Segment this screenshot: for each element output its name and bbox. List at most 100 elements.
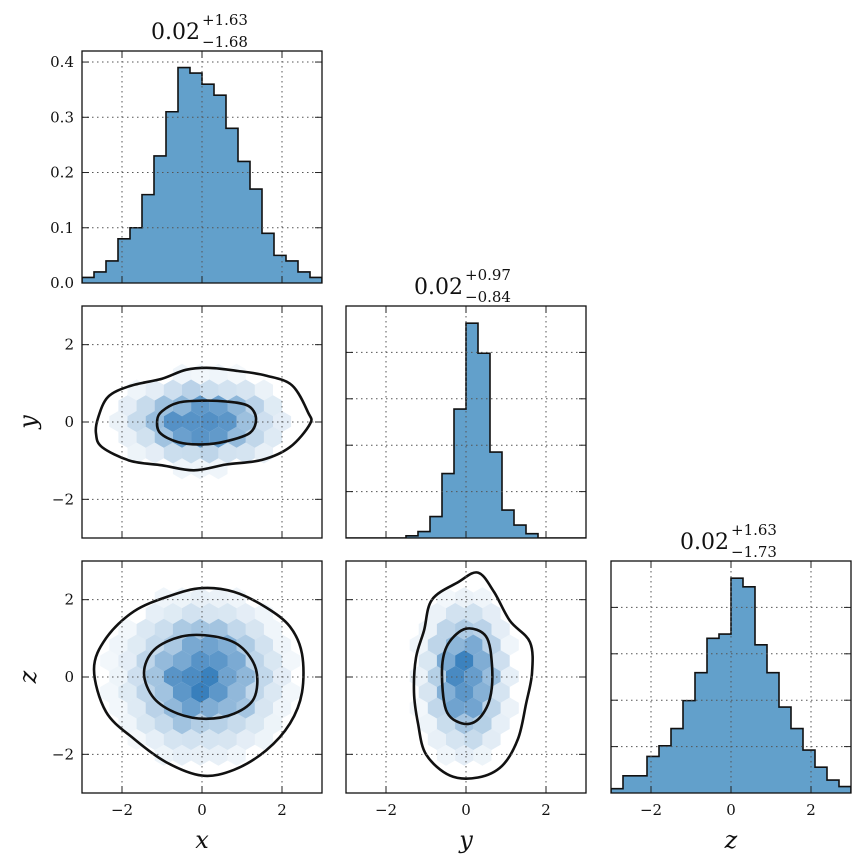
y-axis-label-left: y (14, 415, 42, 430)
hex-bin (436, 744, 456, 766)
hex-bin (209, 587, 228, 609)
title-x-minus: −1.68 (202, 33, 248, 51)
hist-bar (815, 767, 827, 793)
hex-bin (436, 618, 456, 640)
hex-bin (227, 618, 246, 640)
hist-bar (647, 756, 659, 793)
hex-bin (263, 650, 283, 672)
contour-inner (142, 633, 259, 721)
hist-bar (298, 271, 310, 283)
hex-bin (145, 603, 164, 624)
y-tick-label: 0.1 (50, 219, 74, 237)
title-z-median: 0.02 (680, 530, 729, 555)
hex-bin (191, 650, 210, 672)
hist-bar (779, 707, 791, 793)
hex-bin (245, 395, 264, 417)
hex-bin (200, 666, 219, 687)
hex-bin (172, 713, 192, 735)
hex-bin (263, 681, 283, 703)
hex-bin (482, 729, 501, 750)
hex-bin (245, 618, 264, 640)
hex-bin (446, 666, 465, 687)
hex-bin (446, 697, 465, 719)
title-x-plus: +1.63 (202, 11, 248, 29)
hex-bin (127, 666, 146, 687)
hex-bin (200, 729, 219, 750)
hex-bin (446, 729, 465, 750)
y-tick-label: 0.0 (50, 274, 74, 292)
hex-bin (455, 650, 474, 672)
x-tick-label: 2 (277, 801, 287, 819)
contour-outer (94, 366, 313, 472)
hex-bin (154, 395, 173, 417)
hex-bin (182, 379, 201, 401)
hex-bin (182, 603, 201, 624)
hist-bar (226, 128, 238, 283)
hex-bin (136, 713, 155, 735)
hex-bin (227, 681, 246, 703)
hex-bin (100, 681, 119, 703)
hex-bin (182, 729, 201, 750)
hex-bin (118, 426, 137, 448)
hist-bar (310, 277, 322, 283)
hex-bin (182, 666, 201, 687)
hex-bin (491, 618, 510, 640)
hist-x: 0.0 0.1 0.2 0.3 0.4 (50, 50, 323, 292)
hex-bin (218, 442, 237, 464)
hex-bin (200, 697, 219, 719)
hist-bar (683, 700, 695, 793)
x-tick-label: 0 (461, 801, 471, 819)
hex-bin (136, 426, 155, 448)
hex-bin (154, 744, 173, 766)
hex-bin (254, 697, 273, 719)
y-tick-label: −2 (52, 745, 74, 763)
hist-y-content (346, 322, 586, 538)
hist-bar (106, 260, 118, 283)
hist-bar (166, 111, 178, 283)
hist-bar (142, 194, 154, 283)
hex-bin (191, 426, 210, 448)
x-tick-label: −2 (640, 801, 662, 819)
hist-bar (190, 73, 202, 283)
hex-bin (464, 729, 483, 750)
hex-bin (427, 634, 446, 656)
hex-bin (427, 697, 446, 719)
hex-bin (182, 634, 201, 656)
hex-bin (263, 713, 283, 735)
hex-bin (163, 379, 182, 401)
hex-bin (218, 634, 237, 656)
hex-bin (172, 650, 192, 672)
hist-bar (286, 260, 298, 283)
hex-bin (145, 666, 164, 687)
hex-bin (236, 634, 255, 656)
hex-bin (109, 634, 128, 656)
hist-y-border (345, 305, 587, 539)
hist-bar (611, 788, 623, 793)
hex-bin (473, 587, 492, 609)
hex-bin (182, 442, 201, 464)
hist-bar (695, 672, 707, 793)
hex-bin (154, 618, 173, 640)
hex-bin (227, 395, 246, 417)
x-axis-label: x (195, 826, 209, 854)
hist-bar (406, 535, 418, 538)
hex-bin (136, 395, 155, 417)
hex-bin (464, 634, 483, 656)
y-tick-label: 2 (64, 336, 74, 354)
hex-bin (427, 729, 446, 750)
hist-z: −2 0 2 (610, 560, 852, 819)
hex-bin (482, 697, 501, 719)
hex-bin (464, 603, 483, 624)
hex-bin (464, 697, 483, 719)
hex-bin (118, 395, 137, 417)
x-tick-label: −2 (375, 801, 397, 819)
hex-bin (209, 744, 228, 766)
hex-bin (154, 713, 173, 735)
x-tick-label: 0 (197, 801, 207, 819)
hex-bin (236, 411, 255, 432)
hist-bar (418, 531, 430, 538)
y-tick-label: 0 (64, 413, 74, 431)
hex-bin (145, 442, 164, 464)
hex-bin (209, 618, 228, 640)
hex-bin (236, 729, 255, 750)
